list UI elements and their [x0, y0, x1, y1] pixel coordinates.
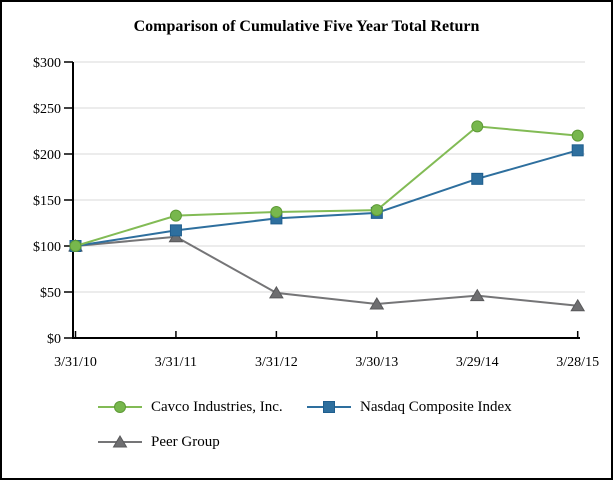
marker-nasdaq-composite-index-5	[571, 144, 584, 157]
legend-sample-marker-nasdaq-composite-index	[323, 401, 335, 413]
y-tick-label: $50	[40, 286, 61, 301]
marker-cavco-industries-inc-0	[69, 240, 82, 252]
legend-label-cavco: Cavco Industries, Inc.	[151, 398, 283, 415]
series-line-cavco-industries-inc	[75, 125, 578, 247]
marker-cavco-industries-inc-5	[571, 129, 584, 142]
legend-item-peer-group: Peer Group	[98, 434, 220, 450]
legend-sample-marker-cavco-industries-inc	[114, 401, 126, 413]
marker-peer-group-3	[369, 296, 385, 310]
y-tick-label: $150	[33, 194, 61, 209]
legend-nasdaq-line-square-icon	[307, 401, 351, 413]
marker-peer-group-4	[469, 288, 485, 302]
legend-label-nasdaq: Nasdaq Composite Index	[360, 398, 512, 415]
x-tick-label: 3/31/12	[255, 355, 298, 370]
legend-item-nasdaq: Nasdaq Composite Index	[307, 399, 512, 415]
legend-peer-group-line-triangle-icon	[98, 435, 142, 448]
x-tick-label: 3/31/11	[155, 355, 197, 370]
legend-sample-marker-peer-group	[112, 435, 128, 448]
chart-title: Comparison of Cumulative Five Year Total…	[133, 18, 480, 35]
y-tick-label: $250	[33, 102, 61, 117]
marker-nasdaq-composite-index-4	[471, 172, 484, 185]
x-tick-label: 3/29/14	[456, 355, 499, 370]
marker-nasdaq-composite-index-1	[169, 224, 182, 237]
y-tick-label: $200	[33, 148, 61, 163]
legend-cavco-line-circle-icon	[98, 401, 142, 413]
legend-item-cavco: Cavco Industries, Inc.	[98, 399, 283, 415]
y-tick-label: $300	[33, 56, 61, 71]
legend-label-peer-group: Peer Group	[151, 433, 220, 450]
marker-peer-group-5	[570, 298, 586, 312]
series-line-nasdaq-composite-index	[75, 149, 578, 247]
y-tick-label: $100	[33, 240, 61, 255]
x-tick-label: 3/30/13	[355, 355, 398, 370]
x-tick-label: 3/31/10	[54, 355, 97, 370]
x-tick-label: 3/28/15	[556, 355, 599, 370]
series-line-peer-group	[75, 235, 578, 307]
marker-peer-group-2	[269, 285, 284, 299]
marker-cavco-industries-inc-1	[169, 209, 182, 222]
marker-cavco-industries-inc-2	[270, 205, 283, 218]
marker-cavco-industries-inc-4	[471, 120, 484, 133]
marker-cavco-industries-inc-3	[370, 204, 383, 217]
y-tick-label: $0	[47, 332, 61, 347]
